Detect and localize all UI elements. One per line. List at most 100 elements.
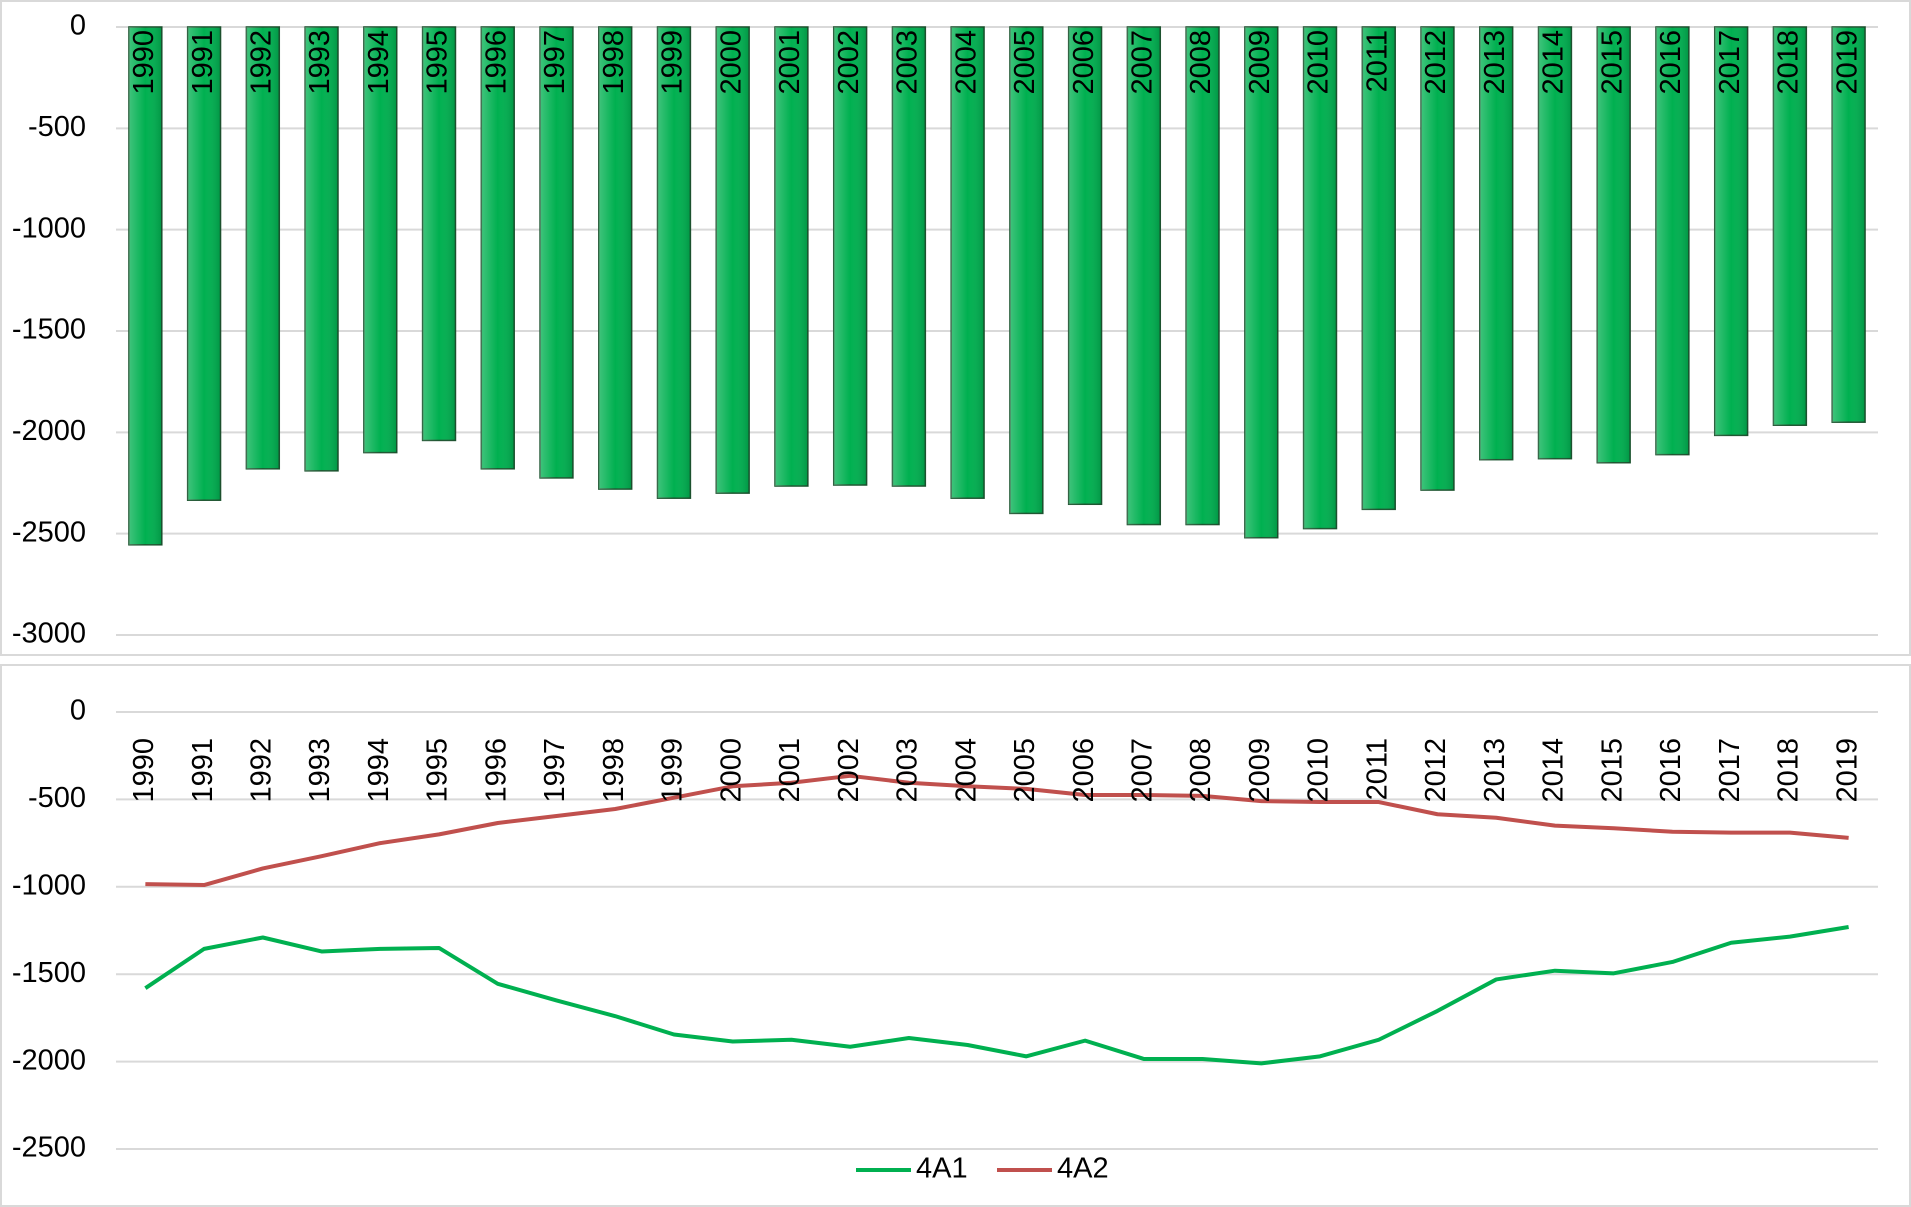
- x-tick-label: 1991: [187, 30, 219, 95]
- bar-shade: [1068, 27, 1102, 505]
- bar-shade: [1479, 27, 1513, 460]
- x-tick-label: 1997: [539, 30, 571, 95]
- y-tick-label: -2000: [12, 1044, 86, 1076]
- x-tick-label: 1994: [363, 30, 395, 95]
- x-tick-label: 2018: [1773, 30, 1805, 95]
- x-tick-label: 1997: [539, 738, 571, 803]
- line: [145, 773, 1849, 888]
- bar-shade: [892, 27, 926, 487]
- y-tick-label: -3000: [12, 618, 86, 650]
- y-tick-label: -1000: [12, 212, 86, 244]
- x-tick-label: 2000: [715, 738, 747, 803]
- x-tick-label: 2002: [833, 30, 865, 95]
- x-tick-label: 2000: [715, 30, 747, 95]
- x-tick-label: 1993: [304, 738, 336, 803]
- bar-shade: [774, 27, 808, 487]
- x-tick-label: 2017: [1714, 738, 1746, 803]
- x-tick-label: 1991: [187, 738, 219, 803]
- x-tick-label: 2002: [833, 738, 865, 803]
- bar-shade: [1186, 27, 1220, 525]
- x-tick-label: 2008: [1185, 30, 1217, 95]
- bar-shade: [1127, 27, 1161, 525]
- x-tick-label: 2013: [1479, 738, 1511, 803]
- x-tick-label: 2015: [1596, 738, 1628, 803]
- x-tick-label: 2007: [1126, 738, 1158, 803]
- x-tick-label: 1992: [245, 738, 277, 803]
- x-tick-label: 1998: [598, 30, 630, 95]
- x-tick-label: 2009: [1244, 30, 1276, 95]
- x-tick-label: 2016: [1655, 738, 1687, 803]
- bar-shade: [363, 27, 397, 453]
- y-tick-label: -1500: [12, 314, 86, 346]
- x-tick-label: 2015: [1596, 30, 1628, 95]
- bar-shade: [1538, 27, 1572, 459]
- bar-shade: [951, 27, 985, 499]
- bar-shade: [305, 27, 339, 471]
- x-tick-label: 2018: [1773, 738, 1805, 803]
- x-tick-label: 2006: [1068, 738, 1100, 803]
- x-tick-label: 2004: [950, 738, 982, 803]
- x-tick-label: 2016: [1655, 30, 1687, 95]
- x-tick-label: 2019: [1831, 738, 1863, 803]
- y-tick-label: -2500: [12, 516, 86, 548]
- y-tick-label: 0: [70, 695, 86, 727]
- legend-label: 4A2: [1057, 1153, 1109, 1185]
- x-tick-label: 1995: [422, 30, 454, 95]
- bar-shade: [481, 27, 515, 469]
- x-tick-label: 2003: [892, 738, 924, 803]
- x-tick-label: 2003: [892, 30, 924, 95]
- bar-shade: [598, 27, 632, 490]
- x-tick-label: 2014: [1538, 30, 1570, 95]
- bar-shade: [1009, 27, 1043, 514]
- legend-label: 4A1: [916, 1153, 968, 1185]
- bar-shade: [422, 27, 456, 441]
- y-tick-label: -1000: [12, 869, 86, 901]
- x-tick-label: 2012: [1420, 30, 1452, 95]
- bar-shade: [657, 27, 691, 499]
- x-tick-label: 2013: [1479, 30, 1511, 95]
- x-tick-label: 2005: [1009, 738, 1041, 803]
- x-tick-label: 2007: [1126, 30, 1158, 95]
- x-tick-label: 2011: [1361, 30, 1393, 92]
- x-tick-label: 1995: [422, 738, 454, 803]
- y-tick-label: -500: [28, 111, 86, 143]
- x-tick-label: 1990: [128, 30, 160, 95]
- y-tick-label: -2500: [12, 1132, 86, 1164]
- y-tick-label: -1500: [12, 957, 86, 989]
- x-tick-label: 2010: [1303, 30, 1335, 95]
- x-tick-label: 1993: [304, 30, 336, 95]
- x-tick-label: 1996: [480, 30, 512, 95]
- bar-shade: [1303, 27, 1337, 529]
- bar-shade: [1832, 27, 1866, 423]
- y-tick-label: -2000: [12, 415, 86, 447]
- bar-shade: [128, 27, 162, 545]
- x-tick-label: 2006: [1068, 30, 1100, 95]
- x-tick-label: 2005: [1009, 30, 1041, 95]
- bar-shade: [1714, 27, 1748, 436]
- x-tick-label: 2014: [1538, 738, 1570, 803]
- x-tick-label: 2001: [774, 30, 806, 95]
- bar-shade: [1597, 27, 1631, 463]
- y-tick-label: 0: [70, 10, 86, 42]
- x-tick-label: 1992: [245, 30, 277, 95]
- bar-shade: [1244, 27, 1278, 538]
- x-tick-label: 2012: [1420, 738, 1452, 803]
- bar-shade: [716, 27, 750, 494]
- x-tick-label: 1994: [363, 738, 395, 803]
- y-tick-label: -500: [28, 782, 86, 814]
- x-tick-label: 1999: [657, 738, 689, 803]
- bar-shade: [1773, 27, 1807, 426]
- x-tick-label: 2011: [1361, 738, 1393, 800]
- bar-shade: [1655, 27, 1689, 455]
- x-tick-label: 2001: [774, 738, 806, 803]
- bar-shade: [246, 27, 280, 469]
- bar-shade: [540, 27, 573, 478]
- x-tick-label: 2010: [1303, 738, 1335, 803]
- x-tick-label: 2004: [950, 30, 982, 95]
- x-tick-label: 1998: [598, 738, 630, 803]
- x-tick-label: 1999: [657, 30, 689, 95]
- bar-shade: [1421, 27, 1454, 491]
- x-tick-label: 2017: [1714, 30, 1746, 95]
- bar-shade: [833, 27, 867, 486]
